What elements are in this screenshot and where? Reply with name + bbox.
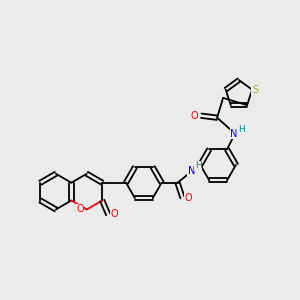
Text: S: S	[252, 85, 258, 94]
Text: O: O	[76, 204, 84, 214]
Text: N: N	[230, 129, 238, 139]
Text: N: N	[188, 166, 195, 176]
Text: O: O	[184, 193, 192, 202]
Text: H: H	[195, 161, 202, 170]
Text: H: H	[238, 125, 245, 134]
Text: O: O	[190, 111, 198, 121]
Text: O: O	[110, 209, 118, 219]
